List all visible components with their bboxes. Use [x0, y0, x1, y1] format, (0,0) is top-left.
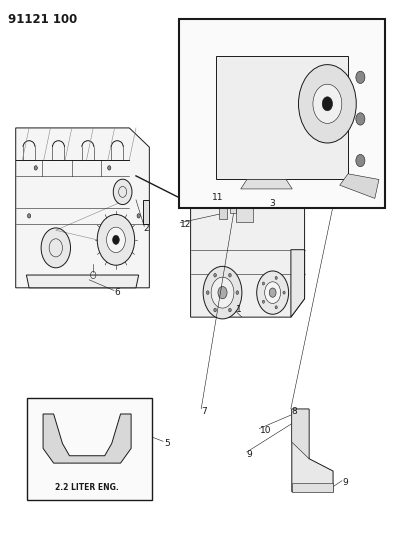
- Circle shape: [214, 273, 217, 277]
- Circle shape: [112, 235, 119, 244]
- Polygon shape: [264, 182, 277, 195]
- Circle shape: [275, 306, 277, 309]
- Polygon shape: [231, 197, 236, 213]
- Circle shape: [356, 71, 365, 84]
- Polygon shape: [143, 200, 149, 224]
- Polygon shape: [27, 398, 152, 500]
- Text: 2.2 LITER ENG.: 2.2 LITER ENG.: [55, 483, 119, 492]
- Polygon shape: [219, 200, 227, 219]
- Circle shape: [239, 184, 245, 193]
- Polygon shape: [16, 128, 149, 288]
- Text: 91121 100: 91121 100: [8, 13, 77, 26]
- Polygon shape: [241, 180, 292, 189]
- Circle shape: [269, 288, 276, 297]
- Circle shape: [203, 266, 242, 319]
- Polygon shape: [292, 409, 309, 458]
- Text: 5: 5: [164, 439, 170, 448]
- Polygon shape: [292, 483, 333, 491]
- Circle shape: [214, 308, 217, 312]
- Circle shape: [236, 291, 239, 294]
- Polygon shape: [235, 182, 249, 195]
- Text: 1: 1: [236, 305, 242, 313]
- Text: 7: 7: [201, 407, 207, 416]
- Polygon shape: [191, 195, 305, 317]
- Circle shape: [262, 300, 264, 303]
- Circle shape: [107, 227, 125, 253]
- Polygon shape: [179, 19, 385, 208]
- Circle shape: [229, 273, 231, 277]
- Circle shape: [97, 214, 135, 265]
- Text: 9: 9: [343, 478, 349, 487]
- Text: 6: 6: [115, 288, 121, 296]
- Circle shape: [113, 179, 132, 205]
- Circle shape: [211, 277, 234, 308]
- Circle shape: [210, 184, 217, 193]
- Polygon shape: [43, 414, 131, 463]
- Text: 2: 2: [143, 224, 149, 232]
- Circle shape: [41, 228, 70, 268]
- Polygon shape: [291, 249, 305, 317]
- Text: 11: 11: [212, 193, 224, 201]
- Circle shape: [108, 166, 111, 170]
- Text: 8: 8: [292, 407, 298, 416]
- Text: 9: 9: [247, 450, 253, 458]
- Polygon shape: [216, 56, 348, 180]
- Circle shape: [229, 308, 231, 312]
- Polygon shape: [26, 275, 139, 288]
- Circle shape: [299, 64, 356, 143]
- Circle shape: [257, 271, 288, 314]
- Circle shape: [356, 113, 365, 125]
- Circle shape: [206, 291, 209, 294]
- Circle shape: [218, 286, 227, 299]
- Circle shape: [322, 97, 332, 111]
- Text: 10: 10: [260, 426, 272, 435]
- Circle shape: [262, 282, 264, 285]
- Circle shape: [298, 432, 307, 445]
- Polygon shape: [207, 182, 220, 195]
- Polygon shape: [340, 174, 379, 198]
- Circle shape: [28, 214, 31, 218]
- Circle shape: [265, 282, 281, 303]
- Circle shape: [267, 184, 274, 193]
- Text: 12: 12: [180, 221, 191, 229]
- Circle shape: [283, 291, 285, 294]
- Polygon shape: [236, 200, 253, 222]
- Circle shape: [356, 155, 365, 167]
- Circle shape: [34, 166, 37, 170]
- Polygon shape: [292, 409, 333, 491]
- Circle shape: [313, 84, 342, 124]
- Circle shape: [137, 214, 140, 218]
- Circle shape: [275, 277, 277, 279]
- Text: 3: 3: [269, 199, 275, 208]
